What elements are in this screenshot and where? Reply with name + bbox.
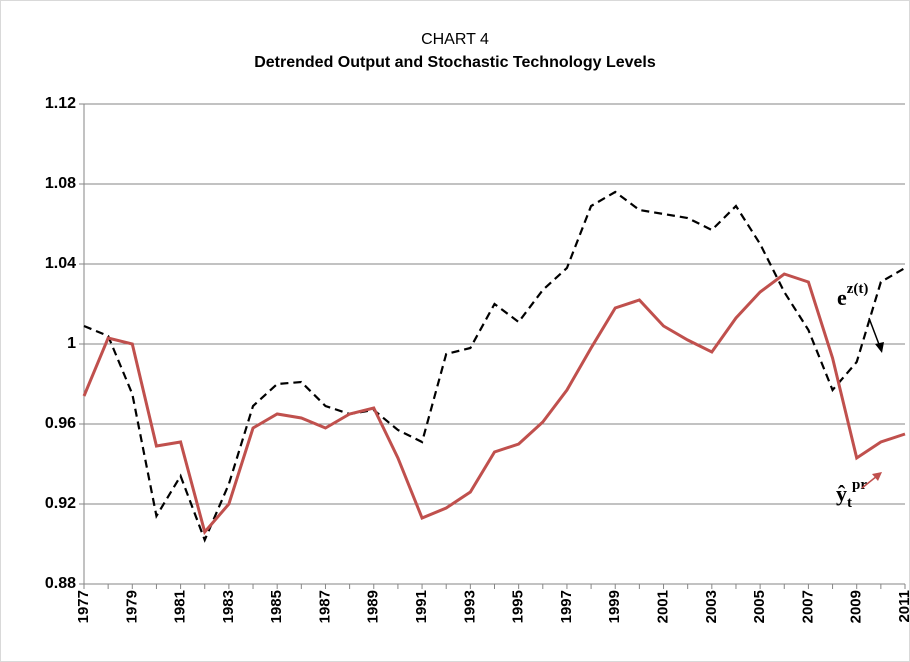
label-base: ŷ <box>836 481 847 506</box>
chart-subtitle: Detrended Output and Stochastic Technolo… <box>254 54 656 71</box>
series-label-y: ŷtpr <box>836 477 867 511</box>
x-tick-label: 1979 <box>123 590 140 623</box>
x-tick-label: 1995 <box>510 590 527 623</box>
x-tick-label: 1977 <box>75 590 92 623</box>
y-tick-label: 1.08 <box>45 175 76 192</box>
x-tick-label: 1989 <box>365 590 382 623</box>
x-tick-label: 2003 <box>703 590 720 623</box>
arrow <box>861 475 878 489</box>
label-sub: t <box>847 495 852 511</box>
x-tick-label: 1999 <box>606 590 623 623</box>
y-tick-label: 0.92 <box>45 495 76 512</box>
x-tick-label: 2005 <box>751 590 768 623</box>
label-sup: z(t) <box>847 281 869 297</box>
x-tick-label: 2007 <box>799 590 816 623</box>
y-tick-label: 1.12 <box>45 95 76 112</box>
x-tick-label: 2009 <box>848 590 865 623</box>
x-tick-label: 1993 <box>461 590 478 623</box>
x-tick-label: 1991 <box>413 590 430 623</box>
y-tick-label: 0.96 <box>45 415 76 432</box>
x-tick-label: 1997 <box>558 590 575 623</box>
label-sup: pr <box>852 477 867 493</box>
x-tick-label: 1987 <box>316 590 333 623</box>
label-base: e <box>837 285 847 310</box>
arrow <box>868 317 881 348</box>
y-tick-label: 0.88 <box>45 575 76 592</box>
series-label-e: ez(t) <box>837 281 868 310</box>
x-tick-label: 2001 <box>654 590 671 623</box>
arrowhead <box>872 472 882 481</box>
chart-title: CHART 4 <box>421 31 489 48</box>
series-line <box>83 190 906 543</box>
x-tick-label: 1983 <box>220 590 237 623</box>
x-tick-label: 1985 <box>268 590 285 623</box>
x-tick-label: 2011 <box>896 590 910 623</box>
x-tick-label: 1981 <box>172 590 189 623</box>
y-tick-label: 1.04 <box>45 255 76 272</box>
series-line <box>82 272 906 536</box>
y-tick-label: 1 <box>67 335 76 352</box>
arrowhead <box>875 342 884 353</box>
